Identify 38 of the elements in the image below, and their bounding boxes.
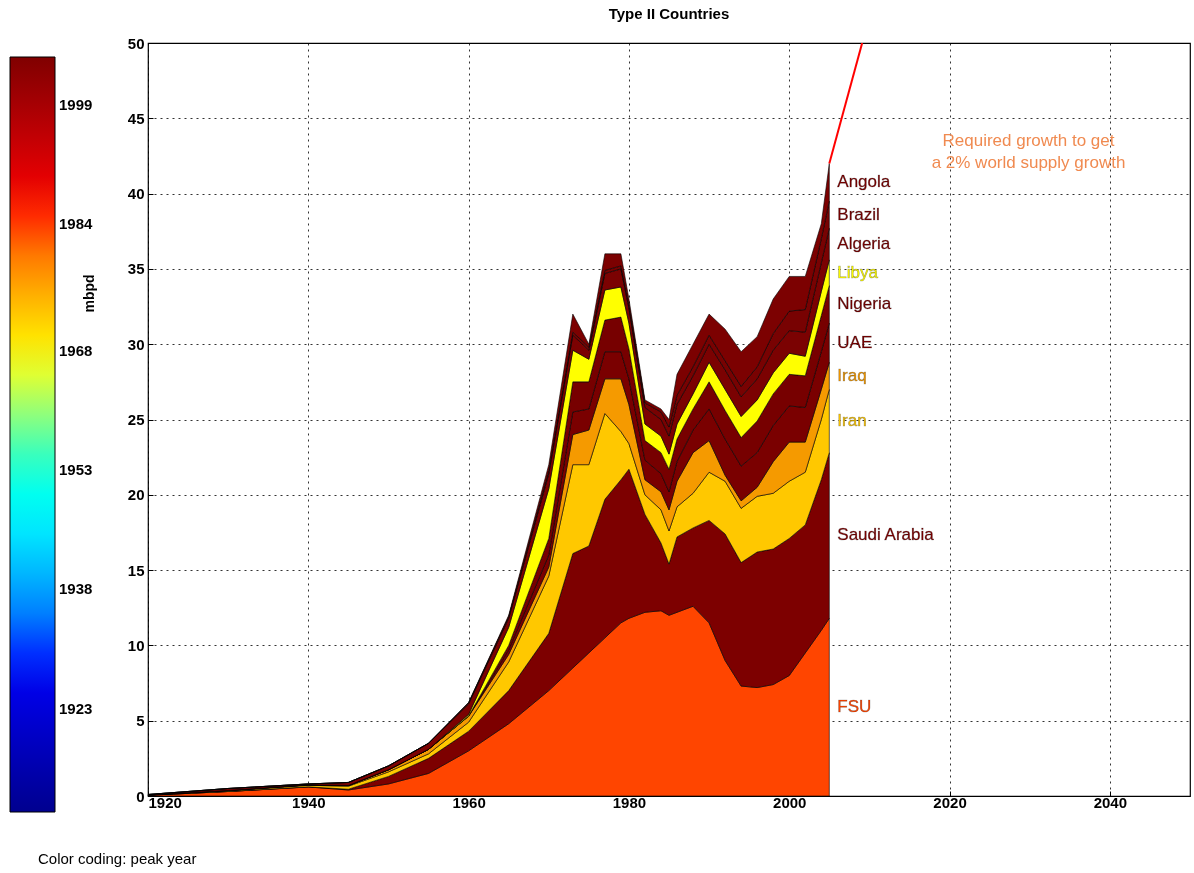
color-bar-label: 1968 bbox=[59, 342, 93, 360]
y-tick-label: 15 bbox=[127, 561, 145, 579]
x-tick-label: 1920 bbox=[148, 793, 182, 811]
series-label: Angola bbox=[837, 172, 891, 192]
color-bar-label: 1999 bbox=[59, 95, 93, 113]
x-tick-label: 2000 bbox=[773, 793, 807, 811]
series-label: Saudi Arabia bbox=[837, 525, 935, 545]
series-label: Nigeria bbox=[837, 294, 892, 314]
color-bar-label: 1953 bbox=[59, 461, 93, 479]
series-label: Iraq bbox=[837, 365, 867, 385]
y-tick-label: 10 bbox=[127, 636, 145, 654]
x-tick-label: 1940 bbox=[292, 793, 326, 811]
color-bar-label: 1938 bbox=[59, 580, 93, 598]
series-label: Algeria bbox=[837, 234, 891, 254]
x-tick-label: 1960 bbox=[452, 793, 486, 811]
y-tick-label: 40 bbox=[127, 185, 145, 203]
y-tick-label: 45 bbox=[127, 109, 145, 127]
series-label: UAE bbox=[837, 332, 873, 352]
color-bar-label: 1984 bbox=[59, 214, 94, 232]
y-axis-title: mbpd bbox=[80, 274, 97, 313]
y-tick-label: 20 bbox=[127, 486, 145, 504]
chart-title: Type II Countries bbox=[608, 5, 730, 22]
series-label: Iran bbox=[837, 411, 867, 431]
series-label: FSU bbox=[837, 697, 872, 717]
y-tick-label: 25 bbox=[127, 411, 145, 428]
y-tick-label: 35 bbox=[127, 260, 145, 278]
x-tick-label: 2020 bbox=[933, 793, 967, 811]
series-label: Brazil bbox=[837, 204, 880, 224]
series-label: Libya bbox=[837, 262, 879, 282]
y-tick-label: 50 bbox=[127, 34, 145, 52]
annotation: Required growth to get a 2% world supply growth bbox=[931, 130, 1126, 172]
x-tick-label: 1980 bbox=[612, 793, 647, 811]
color-bar-label: 1923 bbox=[59, 699, 93, 717]
text: Color coding: peak year bbox=[38, 850, 197, 867]
x-tick-label: 2040 bbox=[1093, 793, 1128, 811]
y-tick-label: 30 bbox=[127, 335, 145, 353]
y-tick-label: 0 bbox=[136, 787, 145, 805]
y-tick-label: 5 bbox=[136, 712, 145, 730]
